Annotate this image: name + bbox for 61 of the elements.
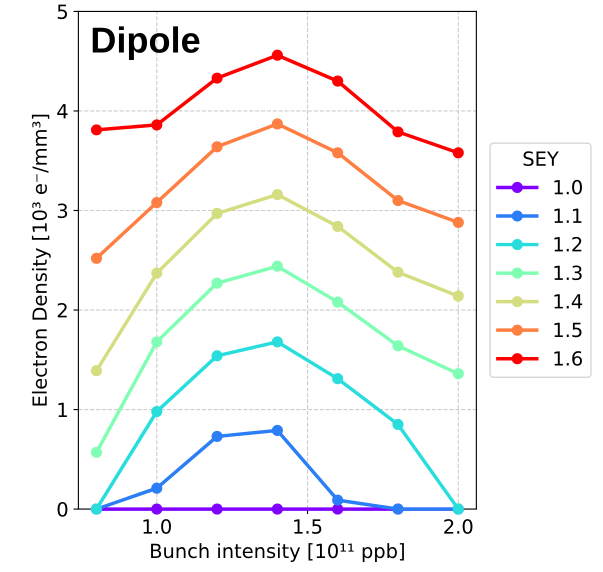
- point: [392, 126, 404, 138]
- point: [272, 504, 283, 515]
- x-tick-label: 1.0: [143, 519, 171, 534]
- point: [332, 494, 344, 506]
- point: [332, 147, 344, 158]
- point: [392, 266, 404, 278]
- point: [332, 76, 344, 87]
- point: [452, 290, 464, 302]
- point: [90, 252, 102, 264]
- point: [272, 336, 283, 348]
- point: [212, 350, 223, 362]
- y-tick-label: 4: [57, 104, 68, 118]
- point: [392, 418, 404, 430]
- legend-label: 1.2: [554, 236, 582, 252]
- point: [392, 194, 404, 206]
- point: [151, 406, 162, 418]
- legend-label: 1.0: [554, 180, 582, 195]
- legend-label: 1.1: [554, 208, 582, 223]
- point: [272, 50, 283, 61]
- point: [392, 340, 404, 352]
- point: [212, 72, 223, 84]
- point: [272, 118, 283, 130]
- point: [272, 189, 283, 200]
- point: [272, 260, 283, 272]
- chart-title: Dipole: [92, 26, 200, 60]
- point: [452, 368, 464, 380]
- legend-label: 1.3: [554, 265, 582, 280]
- x-axis-title: Bunch intensity [10¹¹ ppb]: [151, 543, 404, 562]
- point: [212, 430, 223, 442]
- point: [212, 278, 223, 289]
- point: [212, 208, 223, 220]
- y-axis-title: Electron Density [10³ e⁻/mm³]: [32, 114, 51, 406]
- y-tick-label: 1: [58, 402, 67, 417]
- point: [151, 482, 162, 494]
- point: [452, 147, 464, 158]
- x-tick-label: 2.0: [444, 519, 472, 534]
- y-tick-label: 2: [58, 302, 67, 318]
- point: [90, 365, 102, 376]
- point: [212, 141, 223, 152]
- point: [151, 196, 162, 208]
- point: [151, 504, 162, 515]
- point: [332, 373, 344, 384]
- point: [332, 220, 344, 232]
- point: [90, 124, 102, 136]
- point: [332, 504, 344, 515]
- legend-label: 1.4: [554, 294, 582, 308]
- point: [90, 446, 102, 458]
- point: [212, 504, 223, 515]
- point: [151, 336, 162, 348]
- legend-title: SEY: [524, 151, 559, 166]
- y-tick-label: 3: [58, 203, 68, 218]
- y-tick-label: 5: [58, 4, 67, 20]
- y-tick-label: 0: [58, 502, 68, 517]
- point: [151, 268, 162, 279]
- point: [452, 216, 464, 228]
- legend-label: 1.6: [554, 351, 582, 366]
- point: [272, 424, 283, 436]
- legend-label: 1.5: [554, 322, 582, 338]
- point: [151, 119, 162, 130]
- x-tick-label: 1.5: [294, 519, 322, 534]
- point: [332, 296, 344, 308]
